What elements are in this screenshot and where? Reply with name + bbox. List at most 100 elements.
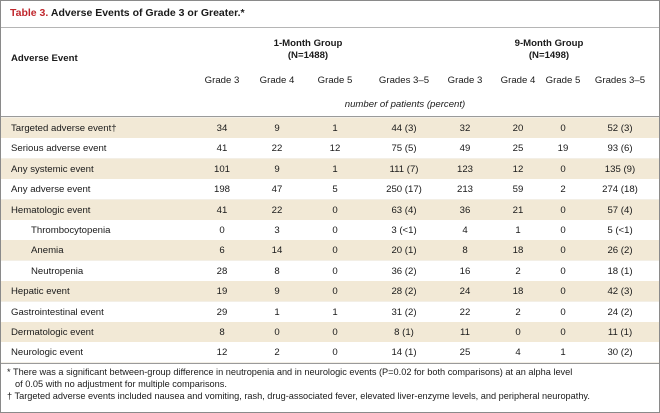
footer-rule bbox=[1, 363, 659, 364]
table-cell: 12 bbox=[512, 163, 524, 175]
table-cell: 8 bbox=[219, 327, 225, 338]
table-cell: 1 bbox=[274, 306, 280, 318]
column-header: Grade 4 bbox=[500, 75, 536, 86]
table-cell: 75 (5) bbox=[391, 143, 417, 155]
table-cell: 9 bbox=[274, 286, 280, 298]
table-cell: 0 bbox=[560, 225, 566, 236]
table-cell: 8 bbox=[274, 265, 280, 277]
table-row: Dermatologic event 8 0 0 8 (1) 11 0 0 11 (1) bbox=[1, 322, 659, 342]
table-cell: 42 (3) bbox=[607, 286, 633, 298]
table-cell: 0 bbox=[332, 265, 338, 277]
table-cell: 0 bbox=[274, 327, 280, 338]
table-row: Neurologic event 12 2 0 14 (1) 25 4 1 30 (2) bbox=[1, 342, 659, 363]
table-cell: 19 bbox=[216, 286, 228, 298]
table-cell: 22 bbox=[271, 204, 283, 216]
footnote-2: † Targeted adverse events included nause… bbox=[7, 391, 590, 401]
table-cell: 8 bbox=[462, 245, 468, 257]
table-cell: 18 (1) bbox=[607, 265, 633, 277]
row-label: Any adverse event bbox=[11, 184, 91, 196]
table-cell: 20 (1) bbox=[391, 245, 417, 257]
table-cell: 30 (2) bbox=[607, 347, 633, 359]
table-cell: 22 bbox=[459, 306, 471, 318]
table-cell: 14 (1) bbox=[391, 347, 417, 359]
table-cell: 63 (4) bbox=[391, 204, 417, 216]
table-cell: 2 bbox=[515, 265, 521, 277]
table-cell: 14 bbox=[271, 245, 283, 257]
footnote-1: * There was a significant between-group … bbox=[7, 367, 573, 377]
table-cell: 0 bbox=[332, 286, 338, 298]
column-header: Grade 5 bbox=[545, 75, 581, 86]
table-cell: 6 bbox=[219, 245, 225, 257]
table-cell: 31 (2) bbox=[391, 306, 417, 318]
table-title: Table 3. Adverse Events of Grade 3 or Gr… bbox=[10, 7, 245, 19]
row-label: Neurologic event bbox=[11, 347, 83, 359]
table-row: Hepatic event 19 9 0 28 (2) 24 18 0 42 (3) bbox=[1, 281, 659, 302]
table-cell: 0 bbox=[332, 245, 338, 257]
table-cell: 44 (3) bbox=[391, 123, 417, 134]
table-cell: 274 (18) bbox=[602, 184, 638, 196]
table-cell: 11 (1) bbox=[607, 327, 633, 338]
table-cell: 9 bbox=[274, 123, 280, 134]
table-cell: 2 bbox=[274, 347, 280, 359]
table-cell: 3 (<1) bbox=[391, 225, 417, 236]
table-cell: 19 bbox=[557, 143, 569, 155]
table-footnotes: * There was a significant between-group … bbox=[1, 364, 659, 412]
column-header: Grade 5 bbox=[317, 75, 353, 86]
table-cell: 4 bbox=[462, 225, 468, 236]
table-cell: 3 bbox=[274, 225, 280, 236]
table-cell: 0 bbox=[560, 286, 566, 298]
table-label: Table 3. bbox=[10, 7, 49, 19]
table-cell: 0 bbox=[332, 327, 338, 338]
table-row: Thrombocytopenia 0 3 0 3 (<1) 4 1 0 5 (<1) bbox=[1, 220, 659, 240]
table-cell: 1 bbox=[332, 163, 338, 175]
units-caption: number of patients (percent) bbox=[344, 99, 466, 110]
row-header-label: Adverse Event bbox=[11, 53, 78, 64]
table-cell: 198 bbox=[213, 184, 231, 196]
table-cell: 24 (2) bbox=[607, 306, 633, 318]
table-cell: 5 (<1) bbox=[607, 225, 633, 236]
table-cell: 47 bbox=[271, 184, 283, 196]
group-1-name: 1-Month Group bbox=[273, 38, 343, 49]
table-cell: 59 bbox=[512, 184, 524, 196]
table-row: Anemia 6 14 0 20 (1) 8 18 0 26 (2) bbox=[1, 240, 659, 261]
table-cell: 0 bbox=[560, 306, 566, 318]
table-cell: 101 bbox=[213, 163, 231, 175]
table-cell: 29 bbox=[216, 306, 228, 318]
table-cell: 11 bbox=[460, 327, 470, 338]
row-label: Gastrointestinal event bbox=[11, 306, 104, 318]
table-cell: 21 bbox=[512, 204, 524, 216]
table-cell: 8 (1) bbox=[394, 327, 414, 338]
row-label: Targeted adverse event† bbox=[11, 123, 117, 134]
table-row: Any systemic event 101 9 1 111 (7) 123 12 0 135 … bbox=[1, 158, 659, 179]
table-cell: 111 (7) bbox=[389, 163, 419, 175]
row-label: Serious adverse event bbox=[11, 143, 107, 155]
table-cell: 250 (17) bbox=[386, 184, 422, 196]
table-cell: 41 bbox=[216, 143, 228, 155]
table-row: Gastrointestinal event 29 1 1 31 (2) 22 2 0 24 (… bbox=[1, 301, 659, 322]
row-label: Hepatic event bbox=[11, 286, 70, 298]
table-cell: 9 bbox=[274, 163, 280, 175]
table-cell: 12 bbox=[216, 347, 228, 359]
table-row: Neutropenia 28 8 0 36 (2) 16 2 0 18 (1) bbox=[1, 260, 659, 281]
table-cell: 22 bbox=[271, 143, 283, 155]
table-row: Hematologic event 41 22 0 63 (4) 36 21 0 57 (4) bbox=[1, 199, 659, 220]
table-cell: 1 bbox=[332, 306, 338, 318]
table-cell: 12 bbox=[329, 143, 341, 155]
table-cell: 1 bbox=[560, 347, 566, 359]
table-cell: 0 bbox=[560, 245, 566, 257]
table-row: Targeted adverse event† 34 9 1 44 (3) 32 20 0 52… bbox=[1, 118, 659, 138]
column-header: Grade 3 bbox=[204, 75, 240, 86]
row-label: Any systemic event bbox=[11, 163, 94, 175]
column-header: Grades 3–5 bbox=[378, 75, 430, 86]
row-label: Dermatologic event bbox=[11, 327, 94, 338]
table-cell: 24 bbox=[459, 286, 471, 298]
header-rule bbox=[1, 116, 659, 117]
group-2-n: (N=1498) bbox=[528, 50, 570, 61]
table-cell: 0 bbox=[332, 347, 338, 359]
footnote-1-continued: of 0.05 with no adjustment for multiple … bbox=[15, 379, 227, 389]
table-cell: 25 bbox=[459, 347, 471, 359]
row-label: Anemia bbox=[31, 245, 64, 257]
table-cell: 16 bbox=[459, 265, 471, 277]
table-cell: 28 (2) bbox=[391, 286, 417, 298]
table-cell: 32 bbox=[459, 123, 471, 134]
